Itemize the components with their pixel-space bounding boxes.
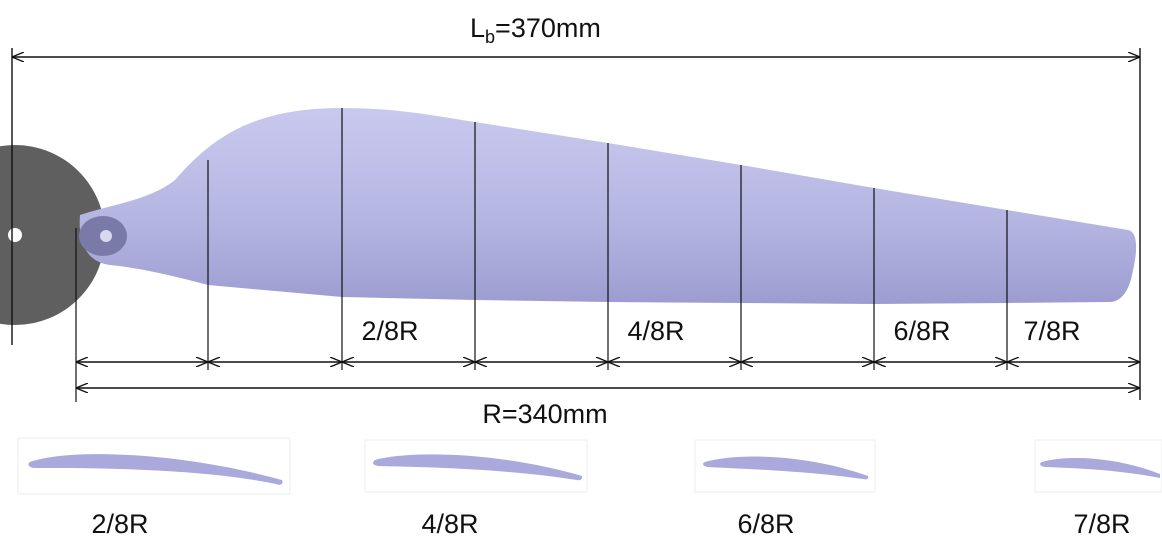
section-label: 4/8R [627,316,684,346]
length-label: Lb=370mm [470,13,601,47]
section-label: 6/8R [893,316,950,346]
airfoil-label: 4/8R [421,509,478,539]
airfoil [373,454,583,481]
airfoil-frame [364,439,588,493]
hub [0,145,105,325]
airfoil [703,456,869,480]
airfoil-label: 2/8R [91,509,148,539]
section-label: 2/8R [361,316,418,346]
section-label: 7/8R [1023,316,1080,346]
airfoil [28,454,283,485]
airfoil [1040,458,1160,478]
airfoil-frame [17,437,291,495]
airfoil-frame [694,439,876,493]
length-subscript: b [485,27,495,47]
airfoil-label: 7/8R [1073,509,1130,539]
airfoil-label: 6/8R [737,509,794,539]
root-hole [100,230,112,242]
length-value: =370mm [495,13,601,43]
radius-label: R=340mm [482,399,607,429]
hub-hole [8,228,22,242]
airfoil-frame [1034,439,1162,493]
length-symbol: L [470,13,485,43]
